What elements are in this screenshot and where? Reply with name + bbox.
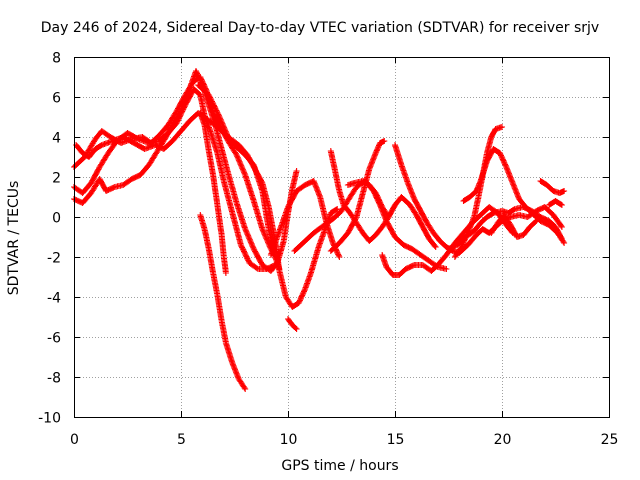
x-tick-label: 25: [601, 432, 619, 448]
series-arc-7: [197, 212, 249, 392]
x-tick-label: 20: [494, 432, 512, 448]
y-tick-label: 0: [52, 211, 61, 227]
series-arc-19: [445, 204, 565, 252]
series-markers: [488, 212, 540, 240]
y-tick-label: -10: [38, 411, 61, 427]
series-markers: [546, 198, 565, 208]
series-markers: [445, 204, 565, 252]
series-markers: [285, 316, 300, 332]
series-markers: [195, 82, 341, 310]
series-arc-13: [344, 178, 392, 220]
series-arc-9: [285, 316, 300, 332]
series-markers: [197, 110, 229, 276]
series-arc-5: [195, 82, 341, 310]
y-tick-label: 8: [52, 51, 61, 67]
series-arc-2: [71, 68, 300, 274]
x-tick-label: 5: [177, 432, 186, 448]
x-tick-label: 15: [387, 432, 405, 448]
y-tick-label: -8: [47, 371, 61, 387]
series-arc-6: [197, 110, 229, 276]
series-arc-12: [327, 138, 388, 254]
series-arc-20: [537, 178, 568, 196]
series-arc-18: [488, 212, 540, 240]
x-tick-label: 0: [70, 432, 79, 448]
series-markers: [197, 212, 249, 392]
axis-ticks: 0 5 10 15 20 25 -10 -8 -6 -4 -2 0 2 4 6 8: [38, 51, 618, 449]
y-tick-label: -6: [47, 331, 61, 347]
plot-frame: [74, 57, 610, 418]
y-tick-label: 4: [52, 131, 61, 147]
series-markers: [537, 178, 568, 196]
y-tick-label: -4: [47, 291, 61, 307]
series-arc-21: [546, 198, 565, 208]
series-markers: [344, 178, 392, 220]
data-series: [71, 68, 568, 392]
y-tick-label: -2: [47, 251, 61, 267]
y-tick-label: 2: [52, 171, 61, 187]
y-tick-label: 6: [52, 91, 61, 107]
series-markers: [327, 138, 388, 254]
series-markers: [71, 68, 300, 274]
chart-title: Day 246 of 2024, Sidereal Day-to-day VTE…: [40, 20, 600, 36]
x-tick-label: 10: [280, 432, 298, 448]
x-axis-label: GPS time / hours: [281, 458, 398, 474]
y-axis-label: SDTVAR / TECUs: [6, 181, 22, 296]
